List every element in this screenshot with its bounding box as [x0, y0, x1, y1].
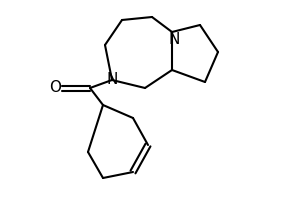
Text: N: N	[106, 72, 118, 86]
Text: N: N	[168, 32, 180, 47]
Text: O: O	[49, 80, 61, 96]
